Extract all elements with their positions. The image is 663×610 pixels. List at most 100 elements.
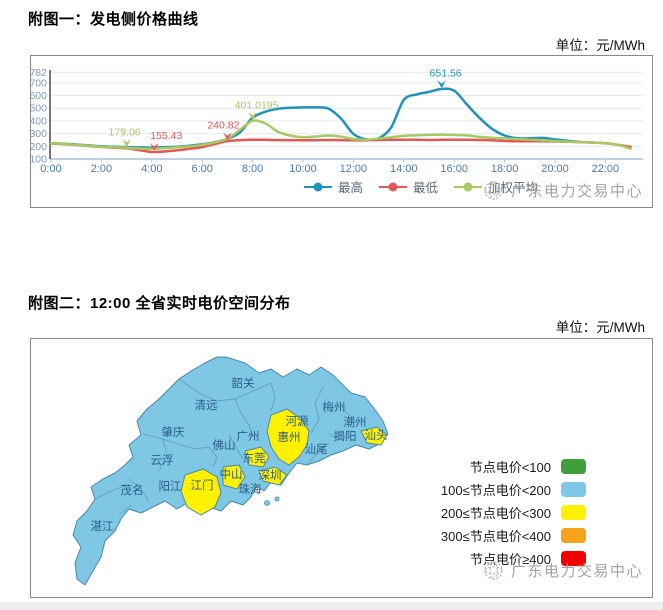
city-border [234, 398, 254, 438]
y-tick-label: 600 [31, 90, 47, 102]
figure2-unit-label: 单位：元/MWh [555, 320, 645, 335]
city-border [328, 432, 340, 442]
point-marker [437, 80, 446, 89]
point-marker [150, 143, 159, 151]
city-region-huizhou [266, 408, 310, 466]
x-tick-label: 2:00 [91, 163, 112, 175]
x-tick-label: 14:00 [390, 163, 418, 175]
map-city-label: 汕尾 [305, 443, 328, 456]
legend-row-label: 节点电价<100 [469, 460, 551, 475]
map-city-label: 茂名 [121, 483, 144, 497]
globe-icon [484, 561, 503, 580]
point-label: 240.82 [207, 120, 239, 132]
watermark-text: 广东电力交易中心 [510, 563, 643, 580]
legend-row-label: 100≤节点电价<200 [440, 483, 551, 498]
city-region-zhongshan [222, 464, 246, 490]
chart-legend: 最高 最低 加权平均 [303, 177, 538, 196]
map-city-label: 广州 [237, 430, 260, 443]
map-city-label: 惠州 [278, 430, 301, 444]
map-city-label: 肇庆 [162, 425, 185, 439]
map-city-label: 中山 [220, 468, 243, 481]
legend-row-label: 节点电价≥400 [470, 552, 551, 567]
map-city-label: 揭阳 [334, 429, 357, 443]
city-border [94, 484, 128, 500]
legend-swatch [561, 482, 586, 497]
map-legend-row-1: 100≤节点电价<200 [440, 482, 586, 498]
city-region-shenzhen [258, 466, 288, 486]
map-city-label: 江门 [191, 478, 214, 492]
map-city-label: 东莞 [243, 452, 266, 465]
map-city-label: 汕头 [365, 429, 388, 442]
map-city-label: 珠海 [239, 482, 262, 496]
map-legend-row-0: 节点电价<100 [441, 459, 586, 475]
watermark-text: 广东电力交易中心 [510, 183, 643, 200]
x-tick-label: 0:00 [40, 163, 61, 175]
x-tick-label: 20:00 [541, 163, 569, 175]
map-city-label: 梅州 [323, 400, 346, 414]
y-tick-label: 100 [31, 154, 47, 166]
city-region-dongguan [244, 446, 270, 468]
legend-marker-icon [304, 182, 332, 191]
city-region-jiangmen [180, 468, 222, 516]
page-bottom-strip [0, 602, 663, 610]
x-tick-label: 18:00 [491, 163, 519, 175]
point-label: 155.43 [150, 130, 182, 142]
map-city-label: 深圳 [259, 468, 282, 482]
city-border [128, 478, 150, 502]
point-marker [248, 112, 257, 120]
island [264, 500, 270, 506]
x-tick-label: 16:00 [440, 163, 468, 175]
legend-marker-icon [379, 182, 408, 191]
legend-item-label: 最高 [338, 181, 364, 195]
legend-item-avg: 加权平均 [453, 177, 538, 196]
map-city-label: 阳江 [159, 480, 182, 493]
map-city-label: 韶关 [232, 376, 255, 390]
watermark: 广东电力交易中心 [483, 180, 643, 201]
figure1-unit-label: 单位：元/MWh [555, 38, 645, 53]
legend-marker-icon [454, 182, 483, 191]
city-border [178, 378, 272, 402]
map-city-label: 云浮 [151, 454, 174, 467]
map-city-label: 河源 [286, 414, 309, 428]
map-legend-row-4: 节点电价≥400 [441, 551, 586, 567]
x-tick-label: 22:00 [592, 163, 620, 175]
city-border [270, 382, 276, 412]
x-tick-label: 10:00 [289, 163, 317, 175]
city-border [228, 434, 244, 460]
map-city-label: 佛山 [213, 439, 236, 452]
city-region-shantou [360, 426, 388, 446]
city-border [342, 408, 354, 420]
price-curve-panel: 100 200 300 400 500 600 700 782 0:00 2:00 4:00 6:00… [30, 55, 653, 208]
map-legend: 节点电价<100 100≤节点电价<200 200≤节点电价<300 300≤节点电价… [441, 459, 586, 574]
legend-swatch [561, 528, 586, 543]
price-map-panel: 韶关 清远 河源 梅州 潮州 揭阳 汕头 汕尾 惠州 广州 佛山 肇庆 云浮 东莞 深圳 中山 珠海 江门 阳江 茂名… [30, 338, 653, 598]
y-tick-label: 300 [31, 128, 47, 140]
series-line-1 [49, 138, 632, 154]
legend-item-label: 加权平均 [488, 181, 539, 195]
x-tick-label: 6:00 [191, 163, 212, 175]
legend-item-min: 最低 [378, 177, 438, 196]
x-tick-label: 8:00 [242, 163, 263, 175]
city-border [118, 504, 132, 516]
city-border [208, 446, 218, 468]
legend-item-max: 最高 [303, 177, 363, 196]
point-label: 179.06 [109, 126, 141, 138]
city-border [158, 438, 168, 472]
map-city-label: 潮州 [344, 415, 367, 429]
city-border [310, 386, 324, 434]
legend-item-label: 最低 [413, 181, 439, 195]
city-border [142, 433, 210, 450]
legend-swatch [561, 459, 586, 474]
point-marker [122, 139, 131, 147]
island [274, 496, 280, 502]
figure2-title: 附图二：12:00 全省实时电价空间分布 [28, 295, 291, 312]
y-tick-label: 400 [31, 115, 47, 127]
legend-swatch [561, 505, 586, 520]
map-city-label: 湛江 [91, 520, 114, 533]
series-line-2 [49, 119, 632, 150]
legend-row-label: 300≤节点电价<400 [440, 529, 551, 544]
globe-icon [484, 181, 503, 200]
legend-swatch [561, 551, 586, 566]
